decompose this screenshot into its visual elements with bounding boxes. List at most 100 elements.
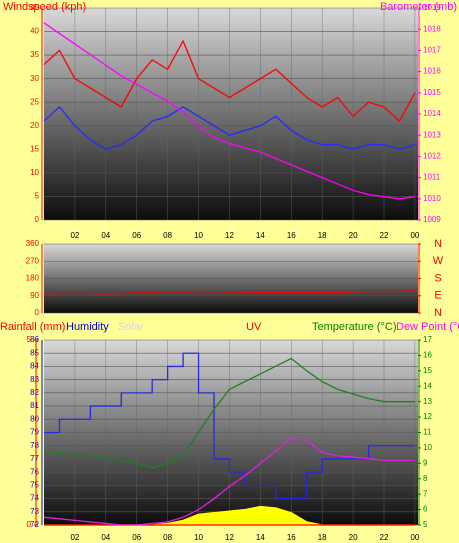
x-tick-label: 20 — [349, 231, 358, 240]
x-tick-label: 12 — [225, 231, 234, 240]
header-label: Solar — [118, 321, 144, 333]
y2-tick-label: 12 — [423, 412, 432, 421]
x-tick-label: 12 — [225, 533, 234, 542]
y-tick-label: 90 — [30, 291, 39, 300]
header-label: Humidity — [66, 321, 109, 333]
x-tick-label: 06 — [132, 533, 141, 542]
x-tick-label: 06 — [132, 231, 141, 240]
x-tick-label: 22 — [380, 533, 389, 542]
y2-tick-label: 1012 — [423, 152, 441, 161]
y-tick-label: 5 — [35, 192, 40, 201]
y-tick-label: 84 — [30, 362, 39, 371]
x-tick-label: 22 — [380, 231, 389, 240]
y-tick-label: 0 — [35, 215, 40, 224]
x-tick-label: 10 — [194, 231, 203, 240]
y-tick-label: 81 — [30, 401, 39, 410]
y2-tick-label: S — [434, 272, 441, 284]
y-tick-label: 20 — [30, 121, 39, 130]
title-left: Windspeed (kph) — [3, 1, 86, 13]
header-label: Temperature (°C) — [312, 321, 396, 333]
y-tick-label: 35 — [30, 50, 39, 59]
y-tick-label: 180 — [26, 274, 40, 283]
y-tick-label: 10 — [30, 168, 39, 177]
line — [43, 437, 415, 526]
y-tick-label: 82 — [30, 388, 39, 397]
rain-tick-label: 0 — [27, 520, 32, 529]
y-tick-label: 83 — [30, 375, 39, 384]
y2-tick-label: 1011 — [423, 173, 441, 182]
y2-tick-label: 13 — [423, 397, 432, 406]
y-tick-label: 0 — [35, 308, 40, 317]
y2-tick-label: 14 — [423, 381, 432, 390]
y-tick-label: 74 — [30, 494, 39, 503]
line — [43, 290, 415, 295]
x-tick-label: 00 — [410, 533, 419, 542]
y2-tick-label: N — [434, 307, 442, 319]
y2-tick-label: 1010 — [423, 194, 441, 203]
x-tick-label: 18 — [318, 231, 327, 240]
y-tick-label: 270 — [26, 256, 40, 265]
y2-tick-label: 5 — [423, 520, 428, 529]
y-tick-label: 25 — [30, 97, 39, 106]
y2-tick-label: 1013 — [423, 130, 441, 139]
x-tick-label: 16 — [287, 231, 296, 240]
y2-tick-label: 1014 — [423, 109, 441, 118]
y-tick-label: 85 — [30, 348, 39, 357]
y2-tick-label: E — [434, 290, 441, 302]
y2-tick-label: 7 — [423, 489, 428, 498]
y-tick-label: 80 — [30, 414, 39, 423]
y-tick-label: 73 — [30, 507, 39, 516]
y2-tick-label: 16 — [423, 351, 432, 360]
x-tick-label: 04 — [101, 533, 110, 542]
y-tick-label: 79 — [30, 428, 39, 437]
y2-tick-label: N — [434, 238, 442, 250]
y2-tick-label: 9 — [423, 458, 428, 467]
header-label: Rainfall (mm) — [0, 321, 65, 333]
x-tick-label: 18 — [318, 533, 327, 542]
y-tick-label: 75 — [30, 480, 39, 489]
x-tick-label: 10 — [194, 533, 203, 542]
x-tick-label: 20 — [349, 533, 358, 542]
y2-tick-label: 11 — [423, 428, 432, 437]
x-tick-label: 14 — [256, 231, 265, 240]
y-tick-label: 360 — [26, 239, 40, 248]
y2-tick-label: 6 — [423, 505, 428, 514]
y-tick-label: 76 — [30, 467, 39, 476]
header-label: Dew Point (°C) — [396, 321, 459, 333]
y-tick-label: 77 — [30, 454, 39, 463]
y2-tick-label: 1019 — [423, 3, 441, 12]
y2-tick-label: 1009 — [423, 215, 441, 224]
line — [43, 105, 416, 151]
y2-tick-label: 1016 — [423, 67, 441, 76]
y-tick-label: 78 — [30, 441, 39, 450]
y-tick-label: 45 — [30, 3, 39, 12]
title-right: Barometer (mb) — [380, 1, 457, 13]
y-tick-label: 40 — [30, 27, 39, 36]
x-tick-label: 16 — [287, 533, 296, 542]
x-tick-label: 08 — [163, 533, 172, 542]
y2-tick-label: W — [433, 255, 444, 267]
x-tick-label: 00 — [410, 231, 419, 240]
x-tick-label: 02 — [70, 533, 79, 542]
line — [43, 22, 415, 200]
y2-tick-label: 1015 — [423, 88, 441, 97]
plot-area — [44, 8, 418, 220]
x-tick-label: 14 — [256, 533, 265, 542]
x-tick-label: 02 — [70, 231, 79, 240]
y2-tick-label: 10 — [423, 443, 432, 452]
rain-tick-label: 5 — [27, 335, 32, 344]
y2-tick-label: 1017 — [423, 46, 441, 55]
line — [43, 39, 416, 123]
y2-tick-label: 1018 — [423, 24, 441, 33]
header-label: UV — [246, 321, 262, 333]
x-tick-label: 08 — [163, 231, 172, 240]
y2-tick-label: 15 — [423, 366, 432, 375]
y2-tick-label: 8 — [423, 474, 428, 483]
x-tick-label: 04 — [101, 231, 110, 240]
y2-tick-label: 17 — [423, 335, 432, 344]
y-tick-label: 30 — [30, 74, 39, 83]
y-tick-label: 15 — [30, 144, 39, 153]
line — [43, 357, 415, 469]
line — [44, 352, 415, 500]
